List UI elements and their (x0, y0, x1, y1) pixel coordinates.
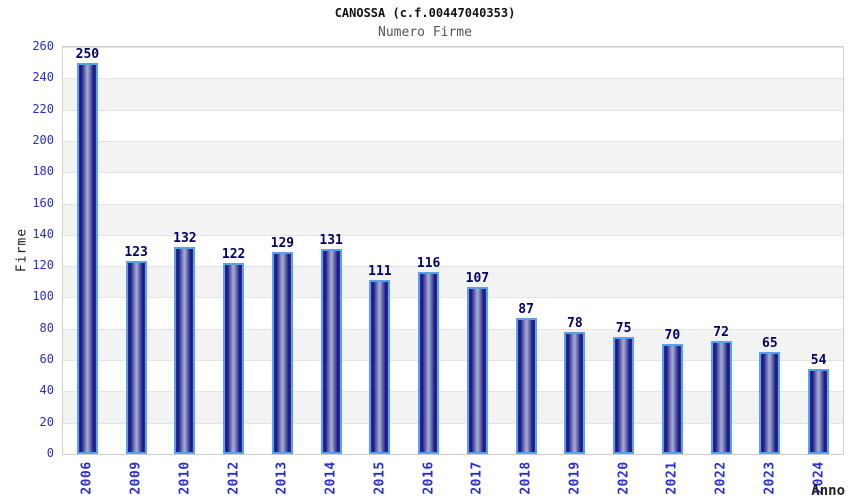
plot-area: 250 123 132 122 129 131 111 116 107 87 78 75 70 72 65 5… (62, 46, 844, 455)
bar-value-label: 123 (124, 245, 148, 261)
bar-value-label: 54 (810, 353, 827, 369)
bar-2024 (808, 369, 830, 454)
y-tick-label: 200 (32, 132, 54, 147)
bar-2016 (418, 272, 440, 454)
x-tick-label: 2019 (567, 461, 583, 495)
x-tick-label: 2017 (469, 461, 485, 495)
bar-value-label: 72 (713, 325, 729, 341)
bar-2010 (174, 247, 196, 454)
x-tick-label: 2020 (616, 461, 632, 495)
x-tick-label: 2015 (372, 461, 388, 495)
x-tick-label: 2006 (79, 461, 95, 495)
bar-2019 (564, 331, 586, 454)
y-axis-title: Firme (14, 227, 30, 273)
bar-2012 (223, 263, 245, 454)
chart-subtitle: Numero Firme (378, 25, 472, 40)
x-tick-label: 2010 (177, 461, 193, 495)
y-tick-label: 160 (32, 195, 54, 210)
x-tick-label: 2022 (713, 461, 729, 495)
x-tick-label: 2018 (518, 461, 534, 495)
y-tick-label: 20 (39, 414, 54, 429)
x-tick-label: 2009 (128, 461, 144, 495)
y-tick-label: 240 (32, 70, 54, 85)
bar-value-label: 78 (567, 315, 583, 331)
bar-value-label: 116 (416, 256, 441, 272)
bar-2022 (710, 341, 732, 454)
bar-value-label: 111 (368, 264, 392, 280)
bar-value-label: 122 (221, 247, 246, 263)
bar-2013 (271, 252, 293, 454)
x-tick-label: 2013 (274, 461, 290, 495)
y-tick-label: 140 (32, 226, 54, 241)
chart-title: CANOSSA (c.f.00447040353) (334, 6, 516, 20)
bar-value-label: 129 (270, 236, 295, 252)
y-tick-label: 40 (39, 383, 54, 398)
y-tick-label: 80 (39, 320, 54, 335)
bar-2015 (369, 280, 391, 454)
grid-band (63, 109, 843, 141)
y-tick-label: 180 (32, 164, 54, 179)
bar-value-label: 131 (319, 232, 343, 248)
bar-2021 (661, 344, 683, 454)
bar-value-label: 75 (615, 320, 632, 336)
y-tick-label: 0 (46, 446, 54, 460)
bar-value-label: 250 (75, 46, 100, 62)
bar-value-label: 65 (762, 336, 778, 352)
y-tick-label: 120 (32, 258, 54, 273)
bar-value-label: 132 (173, 231, 197, 247)
y-tick-label: 60 (39, 352, 54, 367)
x-tick-label: 2012 (226, 461, 242, 495)
bar-2009 (125, 261, 147, 454)
bar-2014 (320, 248, 342, 454)
bar-value-label: 70 (664, 328, 681, 344)
bar-2017 (466, 286, 488, 454)
y-tick-label: 220 (32, 101, 54, 116)
bar-2006 (76, 62, 98, 454)
grid-band (63, 140, 843, 173)
y-tick-label: 100 (32, 289, 54, 304)
y-tick-label: 260 (32, 39, 54, 53)
grid-band (63, 203, 843, 235)
bar-2023 (759, 352, 781, 454)
grid-band (63, 78, 843, 110)
x-tick-label: 2014 (323, 461, 339, 495)
x-tick-label: 2016 (421, 461, 437, 495)
x-tick-label: 2023 (762, 461, 778, 495)
grid-band (63, 172, 843, 204)
bar-value-label: 107 (465, 270, 490, 286)
bar-2020 (613, 336, 635, 454)
grid-band (63, 47, 843, 79)
bar-value-label: 87 (518, 301, 534, 317)
x-tick-label: 2021 (664, 461, 680, 495)
x-axis-title: Anno (811, 483, 845, 499)
bar-2018 (515, 317, 537, 454)
